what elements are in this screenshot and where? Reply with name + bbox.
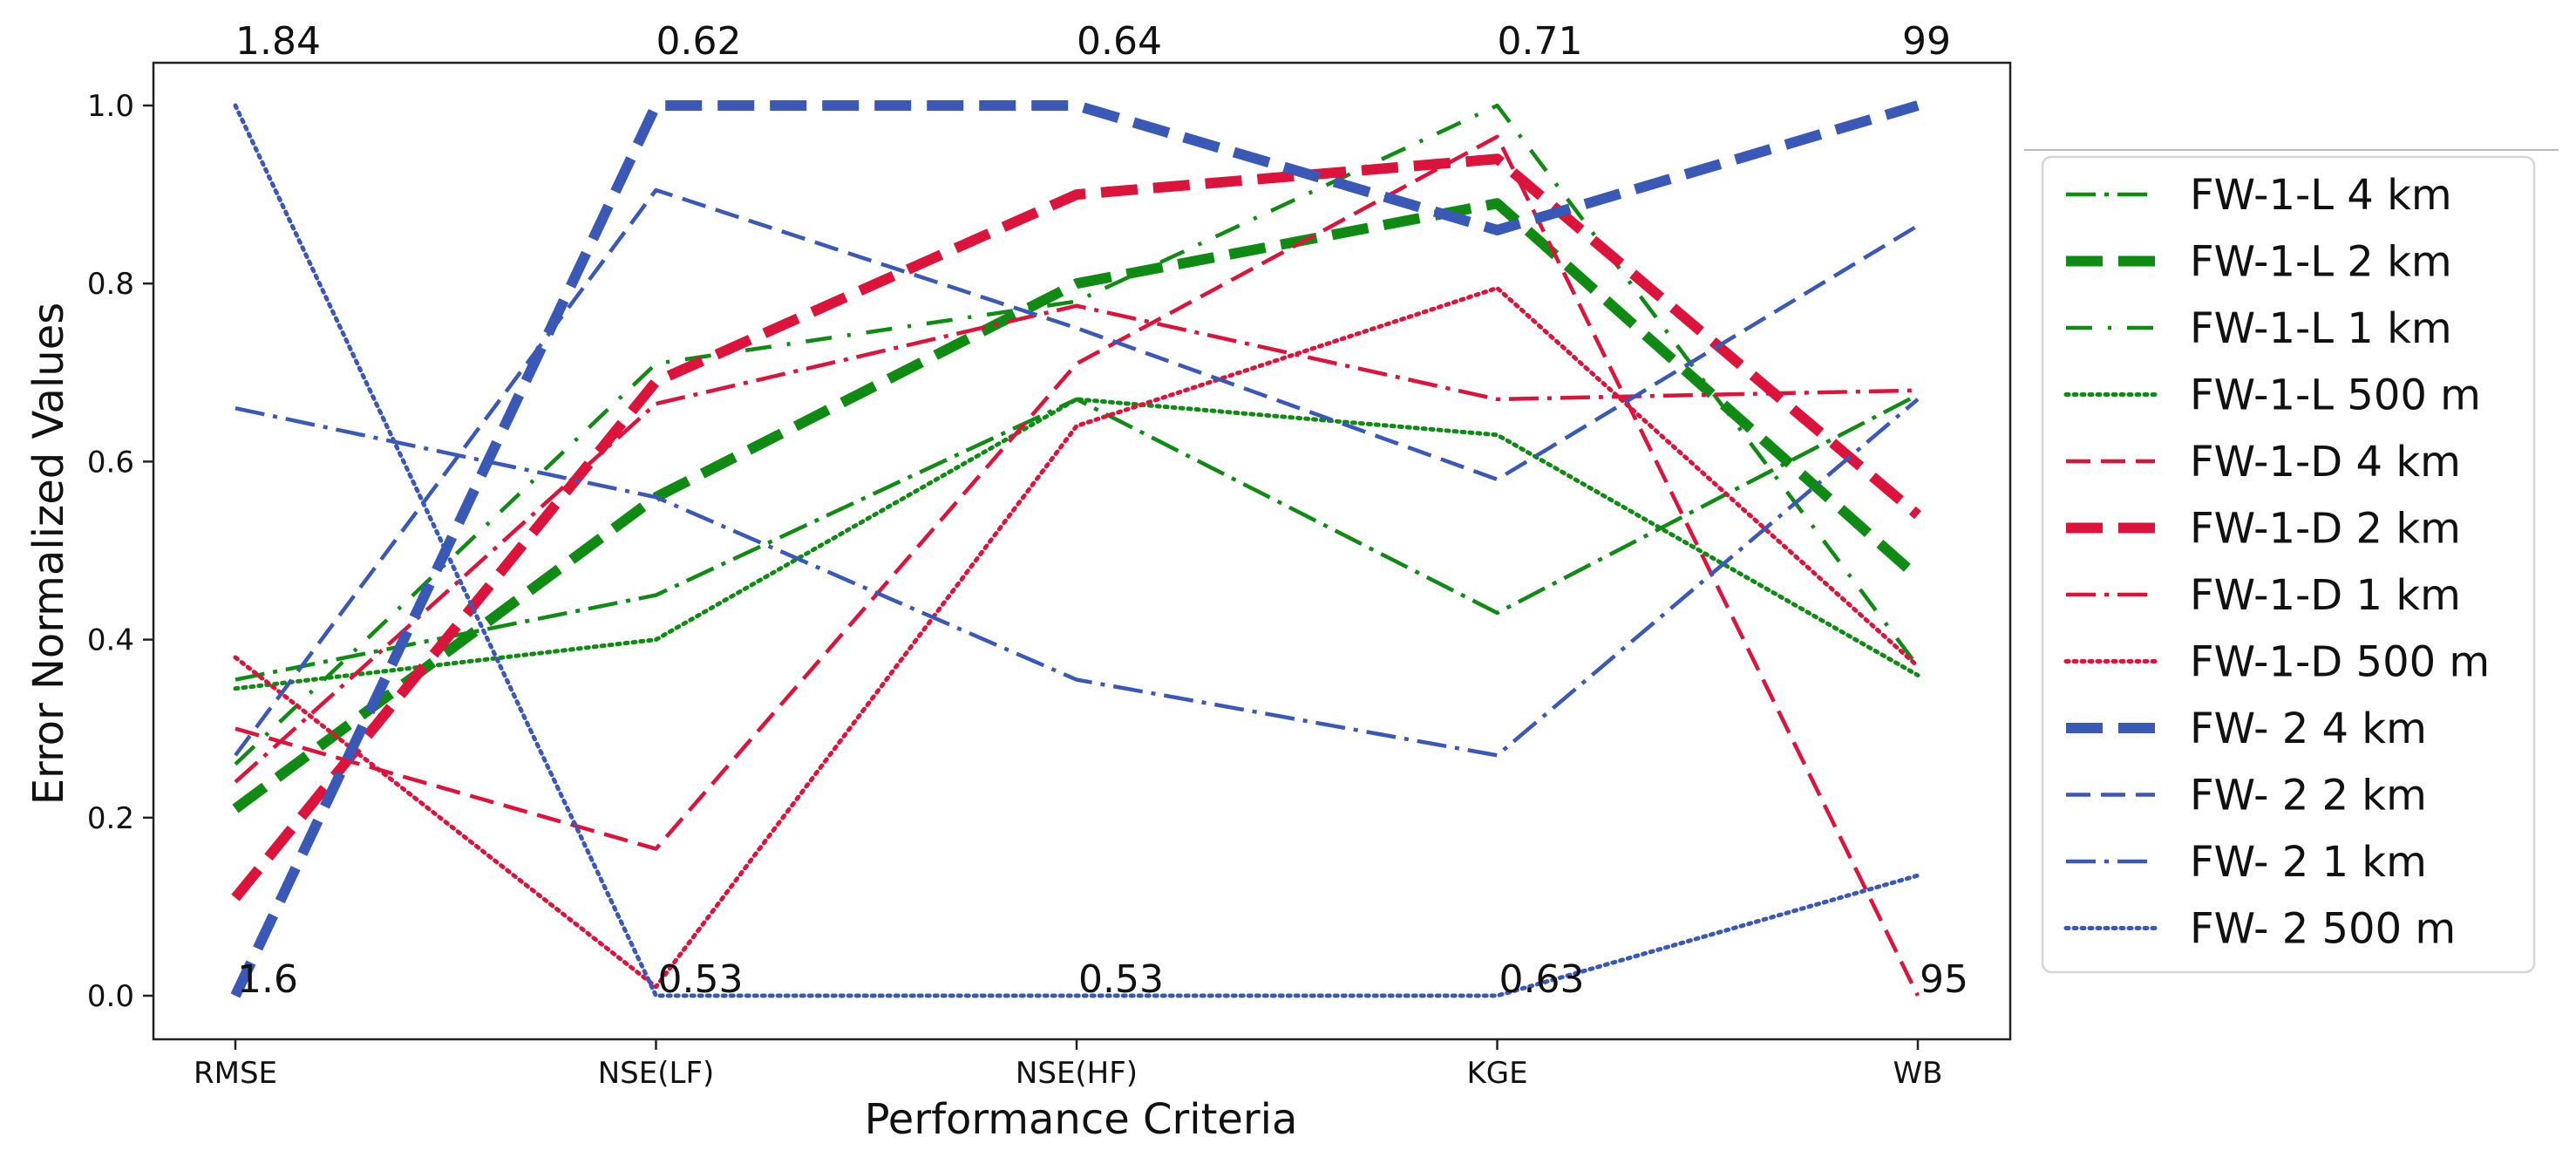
y-tick-label: 1.0 (87, 89, 134, 124)
y-tick-label: 0.2 (87, 801, 134, 836)
series-line-2 (232, 198, 1921, 813)
series-line-6 (231, 153, 1921, 902)
x-tick-label: KGE (1466, 1056, 1527, 1091)
series-group (230, 100, 1921, 998)
legend-entry-label: FW- 2 1 km (2190, 838, 2427, 887)
series-line-10 (234, 187, 1920, 757)
series-line-9 (230, 100, 1920, 998)
bottom-annotation: 0.63 (1499, 957, 1585, 1002)
y-tick-label: 0.4 (87, 623, 134, 658)
x-tick-label: RMSE (194, 1056, 277, 1091)
series-line-12 (233, 103, 1920, 998)
series-line-3 (234, 103, 1920, 766)
legend-entry-label: FW-1-L 4 km (2190, 171, 2452, 220)
series-line-4 (233, 397, 1920, 691)
legend-entry-label: FW- 2 4 km (2190, 704, 2427, 753)
top-annotation: 0.64 (1077, 19, 1162, 64)
bottom-annotation: 0.53 (658, 957, 744, 1002)
legend-entry-label: FW-1-D 4 km (2190, 438, 2461, 487)
x-tick-label: NSE(LF) (598, 1056, 715, 1091)
plot-frame (152, 61, 2012, 1041)
y-axis-label: Error Normalized Values (24, 303, 73, 806)
annotations-group: 1.84 0.62 0.64 0.71 99 1.6 0.53 0.53 0.63 95 (235, 19, 1968, 1002)
series-line-8 (233, 285, 1920, 990)
y-tick-label: 0.0 (87, 979, 134, 1014)
bottom-annotation: 0.53 (1078, 957, 1164, 1002)
series-line-1 (234, 392, 1920, 682)
series-line-5 (234, 134, 1920, 997)
legend-entry-label: FW-1-D 2 km (2190, 505, 2461, 554)
x-tick-label: WB (1893, 1056, 1943, 1091)
y-tick-label: 0.8 (87, 267, 134, 302)
legend-entry-label: FW-1-L 500 m (2190, 371, 2481, 420)
top-annotation: 0.62 (656, 19, 742, 64)
legend-entry-label: FW-1-D 1 km (2190, 571, 2461, 620)
legend-entry-label: FW-1-L 2 km (2190, 238, 2452, 287)
x-axis-label: Performance Criteria (865, 1095, 1298, 1144)
legend-entry-label: FW-1-L 1 km (2190, 304, 2452, 353)
axes-group: 0.0 0.2 0.4 0.6 0.8 1.0 RMSE NSE(LF) NSE(HF) KGE W… (87, 61, 2012, 1091)
legend-entry-label: FW- 2 2 km (2190, 772, 2427, 820)
bottom-annotation: 1.6 (237, 957, 298, 1002)
legend-box (2041, 155, 2536, 974)
legend-entry-label: FW- 2 500 m (2190, 905, 2456, 954)
legend: FW-1-L 4 km FW-1-L 2 km FW-1-L 1 km FW-1-L … (2024, 149, 2559, 974)
bottom-annotation: 95 (1920, 957, 1968, 1002)
top-annotation: 99 (1902, 19, 1951, 64)
top-annotation: 1.84 (235, 19, 321, 64)
series-line-11 (234, 398, 1920, 758)
top-annotation: 0.71 (1498, 19, 1583, 64)
y-tick-label: 0.6 (87, 445, 134, 480)
x-tick-label: NSE(HF) (1016, 1056, 1138, 1091)
legend-entry-label: FW-1-D 500 m (2190, 638, 2490, 687)
